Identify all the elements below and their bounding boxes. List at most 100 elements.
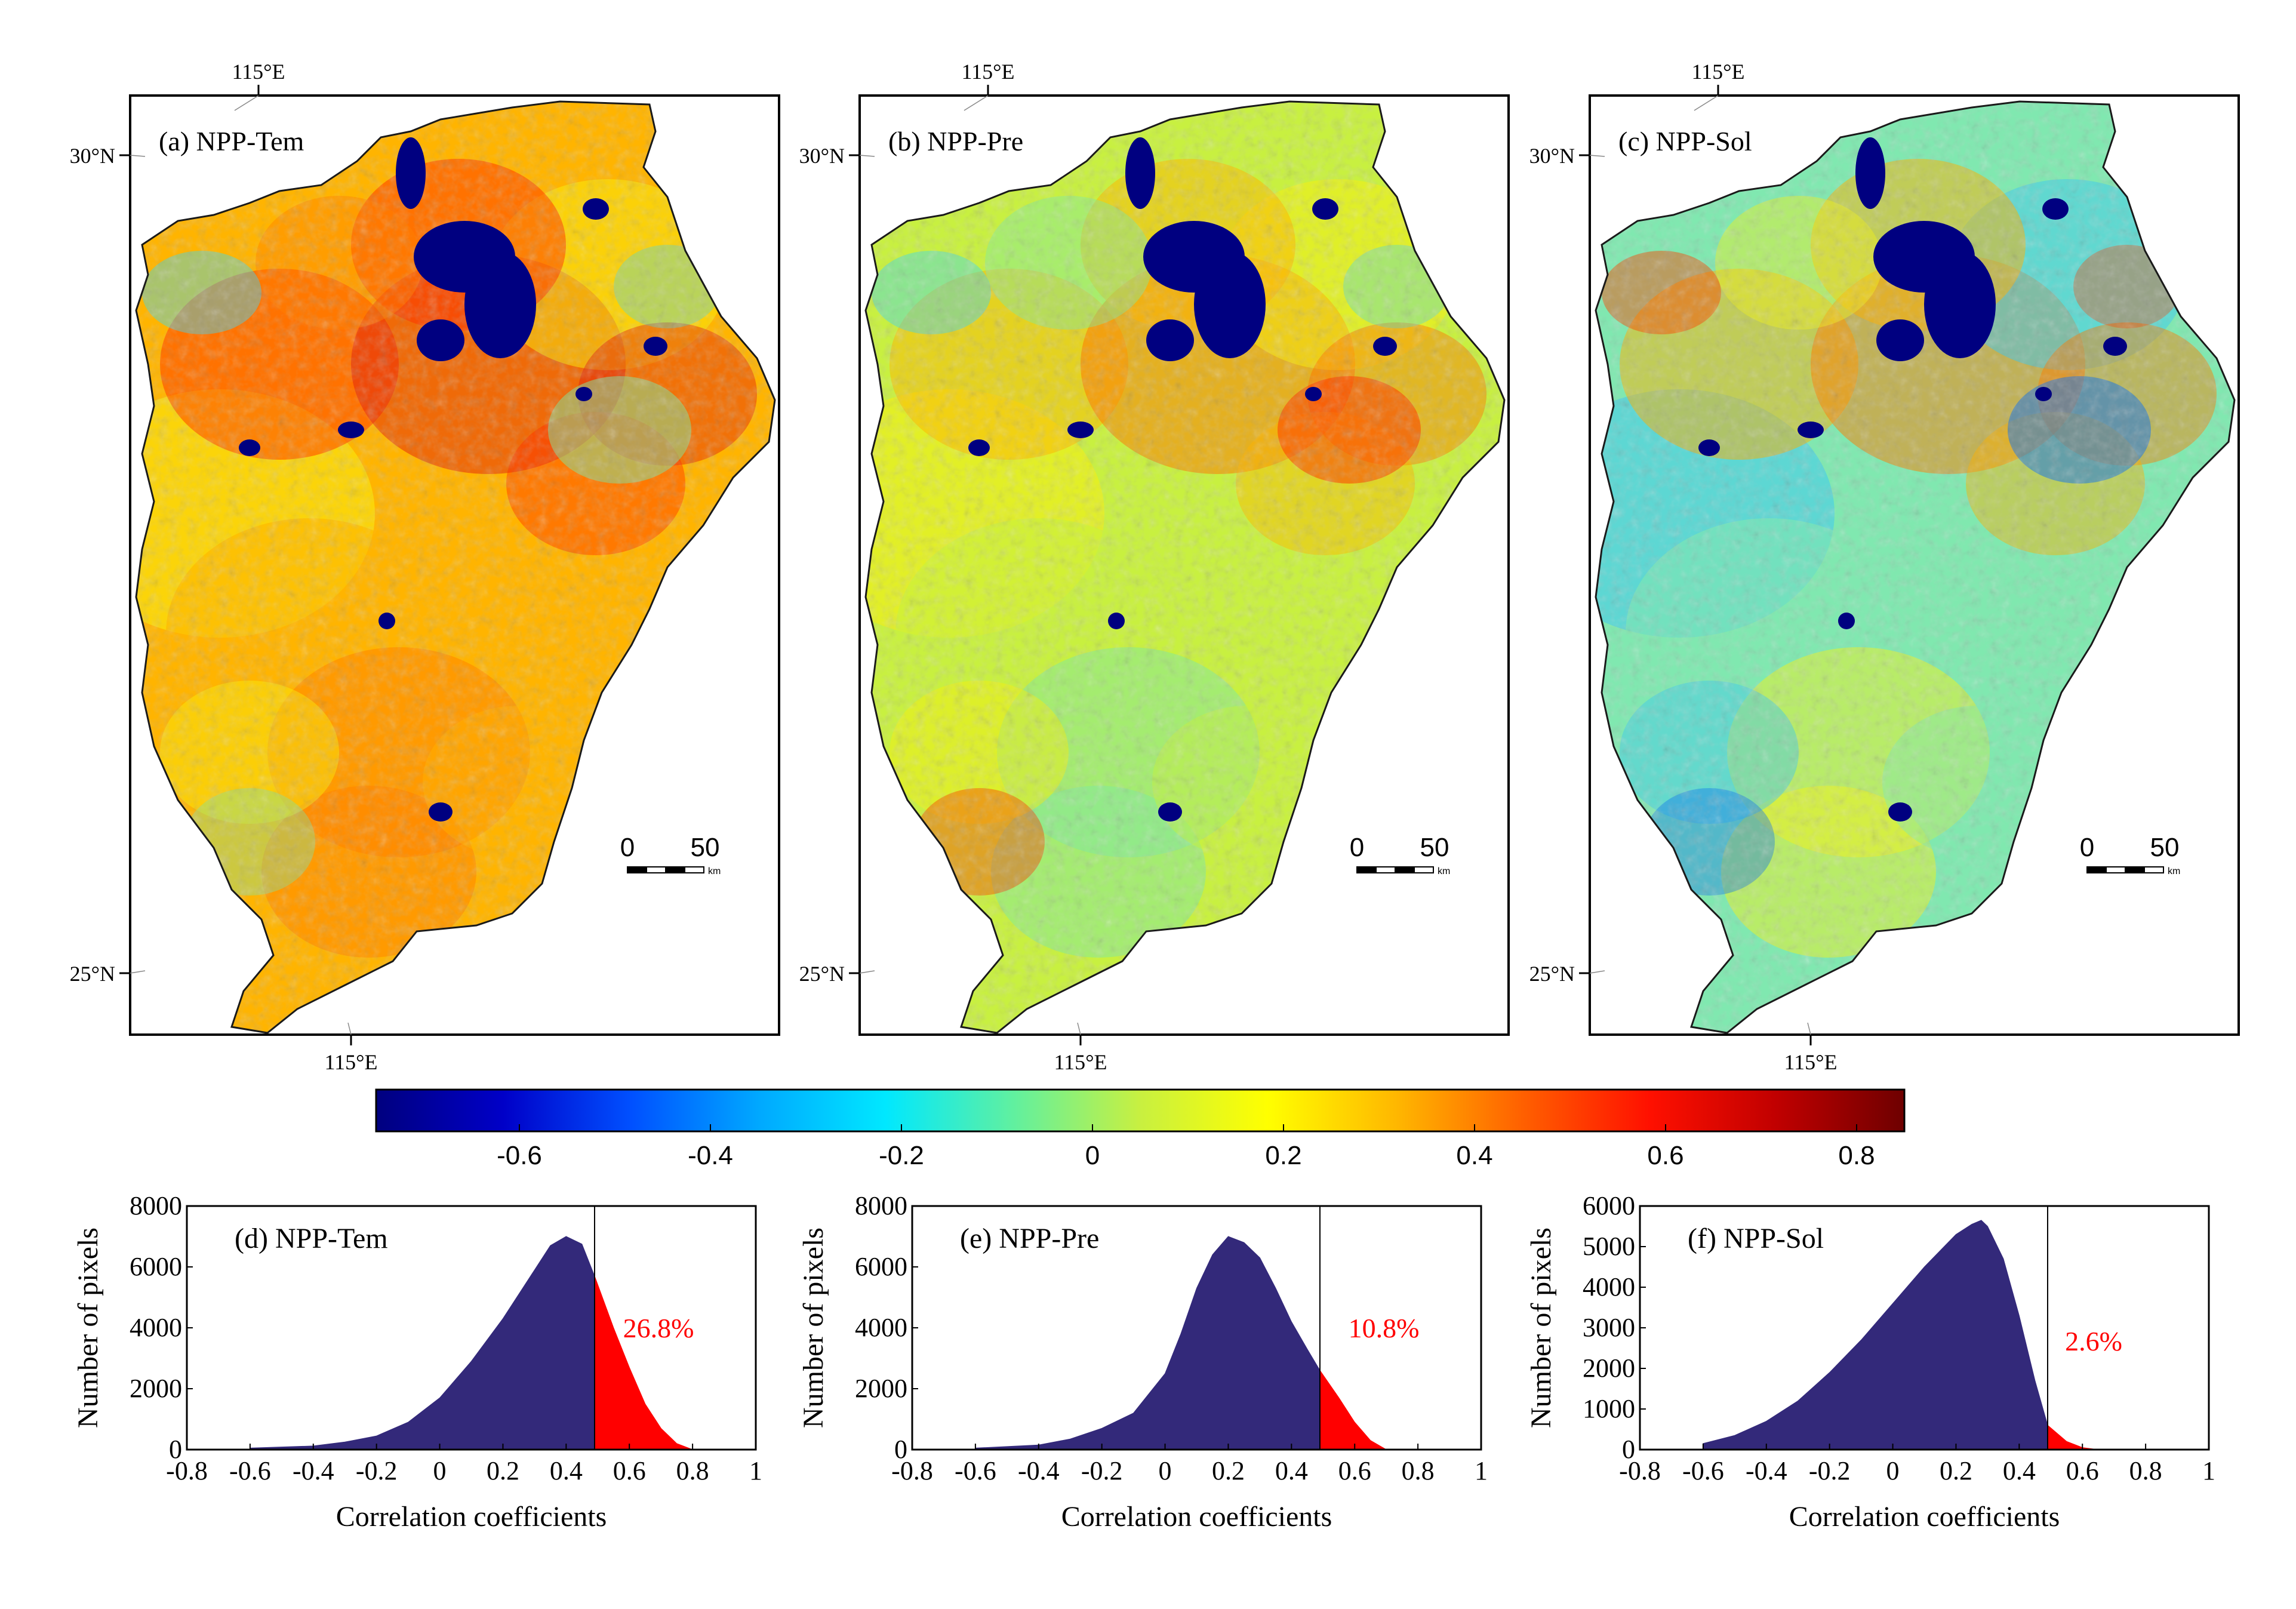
- y-axis-label: Number of pixels: [798, 1227, 829, 1428]
- x-tick-label: -0.6: [1682, 1456, 1724, 1485]
- water-body: [417, 319, 464, 361]
- histogram-title: (e) NPP-Pre: [960, 1223, 1099, 1254]
- percent-annotation: 2.6%: [2065, 1326, 2122, 1356]
- province-outline: [135, 100, 776, 1034]
- colorbar-ticks: -0.6 -0.4 -0.2 0 0.2 0.4 0.6 0.8: [497, 1124, 1875, 1170]
- x-tick-label: 0.6: [613, 1456, 646, 1485]
- map-panel-a: 115°E 115°E 30°N 25°N (a) NPP-Tem 0 50 km: [70, 60, 780, 1074]
- x-tick-label: 0: [1159, 1456, 1172, 1485]
- scale-label-0: 0: [2080, 833, 2094, 862]
- water-body: [968, 439, 990, 456]
- water-body: [1158, 802, 1182, 822]
- x-tick-label: 1: [1475, 1456, 1488, 1485]
- y-tick-label: 0: [894, 1435, 907, 1464]
- x-tick-label: -0.4: [293, 1456, 334, 1485]
- colorbar-gradient: [375, 1088, 1906, 1133]
- lon-label-bottom: 115°E: [1784, 1050, 1837, 1074]
- scale-label-0: 0: [1350, 833, 1364, 862]
- colorbar-tick-label: -0.6: [497, 1141, 542, 1170]
- x-tick-label: 1: [2202, 1456, 2215, 1485]
- map-panel-c: 115°E 115°E 30°N 25°N (c) NPP-Sol 0 50 km: [1529, 60, 2240, 1074]
- colorbar-tick-label: 0.8: [1838, 1141, 1875, 1170]
- y-tick-label: 2000: [1583, 1353, 1635, 1383]
- x-tick-label: -0.8: [1619, 1456, 1661, 1485]
- x-tick-label: -0.6: [229, 1456, 271, 1485]
- water-body: [583, 198, 609, 220]
- y-tick-label: 0: [1622, 1435, 1635, 1464]
- y-axis-label: Number of pixels: [72, 1227, 104, 1428]
- x-tick-label: 0: [1886, 1456, 1900, 1485]
- map-panel-title: (c) NPP-Sol: [1618, 126, 1752, 156]
- y-tick-label: 5000: [1583, 1232, 1635, 1261]
- water-body: [1312, 198, 1338, 220]
- water-body: [239, 439, 260, 456]
- water-body: [378, 613, 395, 629]
- y-tick-label: 4000: [855, 1313, 907, 1342]
- province-outline: [1595, 100, 2236, 1034]
- lat-label-bottom: 25°N: [70, 962, 115, 986]
- y-tick-label: 4000: [1583, 1272, 1635, 1302]
- histogram-bars-below-threshold: [1703, 1220, 2048, 1450]
- lon-label-top: 115°E: [1691, 60, 1744, 84]
- scale-bar: 0 50 km: [1350, 833, 1451, 876]
- scale-label-50: 50: [1420, 833, 1449, 862]
- water-body: [464, 251, 536, 358]
- histogram-1: -0.8 -0.6 -0.4 -0.2 0 0.2 0.4 0.6 0.8 1 0 2000 4000 6…: [798, 1191, 1488, 1533]
- water-body: [1194, 251, 1266, 358]
- map-raster: [136, 101, 775, 1033]
- x-tick-label: -0.4: [1746, 1456, 1787, 1485]
- water-body: [1798, 422, 1824, 438]
- water-body: [1698, 439, 1720, 456]
- x-tick-label: 0.6: [2066, 1456, 2099, 1485]
- histogram-panels: -0.8 -0.6 -0.4 -0.2 0 0.2 0.4 0.6 0.8 1 0 2000 4000 6…: [72, 1191, 2215, 1533]
- y-tick-label: 6000: [1583, 1191, 1635, 1220]
- x-tick-label: 0.4: [550, 1456, 583, 1485]
- y-tick-label: 4000: [130, 1313, 182, 1342]
- x-tick-label: 0: [433, 1456, 447, 1485]
- water-body: [2103, 337, 2127, 356]
- histogram-bars-below-threshold: [975, 1236, 1321, 1450]
- scale-label-0: 0: [620, 833, 635, 862]
- colorbar-tick-label: 0.4: [1456, 1141, 1492, 1170]
- water-body: [1305, 387, 1322, 401]
- histogram-bars-below-threshold: [250, 1236, 595, 1450]
- x-tick-label: 0.8: [2129, 1456, 2162, 1485]
- y-tick-label: 1000: [1583, 1394, 1635, 1423]
- x-tick-label: 0.8: [1402, 1456, 1435, 1485]
- scale-unit: km: [2168, 866, 2180, 876]
- colorbar-tick-label: 0.2: [1265, 1141, 1301, 1170]
- histogram-2: -0.8 -0.6 -0.4 -0.2 0 0.2 0.4 0.6 0.8 1 0 1000 2000 3…: [1525, 1191, 2215, 1533]
- x-tick-label: -0.2: [356, 1456, 398, 1485]
- x-axis-label: Correlation coefficients: [1789, 1501, 2060, 1533]
- water-body: [1924, 251, 1996, 358]
- lon-label-top: 115°E: [961, 60, 1014, 84]
- scale-bar: 0 50 km: [620, 833, 721, 876]
- scale-unit: km: [1438, 866, 1450, 876]
- x-tick-label: 0.2: [1212, 1456, 1245, 1485]
- water-body: [1146, 319, 1194, 361]
- map-panel-b: 115°E 115°E 30°N 25°N (b) NPP-Pre 0 50 km: [799, 60, 1510, 1074]
- lon-label-bottom: 115°E: [324, 1050, 377, 1074]
- x-tick-label: 0.4: [1275, 1456, 1308, 1485]
- province-outline: [864, 100, 1506, 1034]
- histogram-title: (f) NPP-Sol: [1688, 1223, 1824, 1254]
- colorbar-tick-label: -0.2: [879, 1141, 924, 1170]
- water-body: [1373, 337, 1397, 356]
- water-body: [1855, 137, 1885, 209]
- lon-label-top: 115°E: [232, 60, 285, 84]
- water-body: [338, 422, 364, 438]
- x-tick-label: -0.8: [166, 1456, 208, 1485]
- x-tick-label: 0.2: [487, 1456, 519, 1485]
- water-body: [2035, 387, 2052, 401]
- y-tick-label: 2000: [130, 1374, 182, 1403]
- map-panel-title: (a) NPP-Tem: [159, 126, 304, 156]
- y-tick-label: 6000: [855, 1252, 907, 1281]
- water-body: [1108, 613, 1125, 629]
- x-tick-label: -0.2: [1809, 1456, 1851, 1485]
- scale-unit: km: [708, 866, 721, 876]
- water-body: [1876, 319, 1924, 361]
- histogram-bars-above-threshold: [594, 1276, 693, 1450]
- lat-label-bottom: 25°N: [1529, 962, 1575, 986]
- water-body: [1838, 613, 1855, 629]
